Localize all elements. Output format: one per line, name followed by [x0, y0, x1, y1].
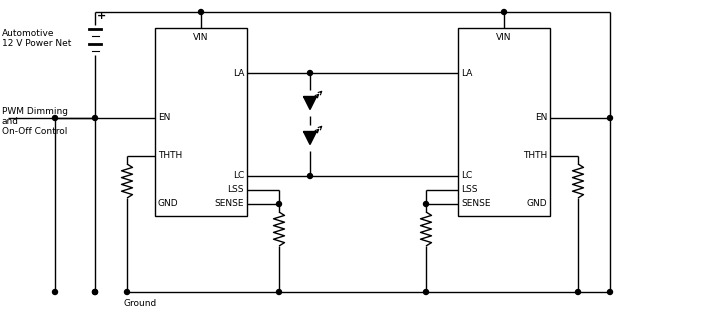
Circle shape	[277, 289, 282, 294]
Text: EN: EN	[158, 114, 171, 122]
Circle shape	[125, 289, 130, 294]
Circle shape	[576, 289, 581, 294]
Text: 12 V Power Net: 12 V Power Net	[2, 38, 72, 47]
Text: LC: LC	[233, 171, 244, 181]
Text: GND: GND	[158, 199, 178, 209]
Circle shape	[198, 10, 203, 15]
Polygon shape	[304, 132, 316, 144]
Text: On-Off Control: On-Off Control	[2, 128, 67, 136]
Polygon shape	[304, 96, 316, 109]
Circle shape	[93, 289, 98, 294]
Text: SENSE: SENSE	[461, 199, 491, 209]
Circle shape	[307, 71, 312, 75]
Text: VIN: VIN	[193, 33, 209, 43]
Circle shape	[93, 289, 98, 294]
Circle shape	[277, 202, 282, 206]
Text: Automotive: Automotive	[2, 29, 55, 38]
Text: LC: LC	[461, 171, 472, 181]
Text: LA: LA	[461, 68, 472, 78]
Circle shape	[423, 289, 428, 294]
Circle shape	[607, 115, 612, 121]
Circle shape	[307, 174, 312, 178]
Bar	[155, 28, 247, 216]
Circle shape	[423, 202, 428, 206]
Text: +: +	[97, 11, 106, 21]
Text: THTH: THTH	[158, 151, 182, 161]
Bar	[458, 28, 550, 216]
Circle shape	[52, 115, 57, 121]
Circle shape	[607, 289, 612, 294]
Circle shape	[501, 10, 506, 15]
Circle shape	[52, 289, 57, 294]
Circle shape	[93, 115, 98, 121]
Text: Ground: Ground	[124, 299, 157, 308]
Text: LSS: LSS	[227, 185, 244, 195]
Text: and: and	[2, 117, 19, 127]
Text: PWM Dimming: PWM Dimming	[2, 107, 68, 116]
Text: EN: EN	[535, 114, 547, 122]
Text: THTH: THTH	[523, 151, 547, 161]
Text: VIN: VIN	[496, 33, 512, 43]
Text: GND: GND	[526, 199, 547, 209]
Text: LSS: LSS	[461, 185, 477, 195]
Text: LA: LA	[233, 68, 244, 78]
Text: SENSE: SENSE	[215, 199, 244, 209]
